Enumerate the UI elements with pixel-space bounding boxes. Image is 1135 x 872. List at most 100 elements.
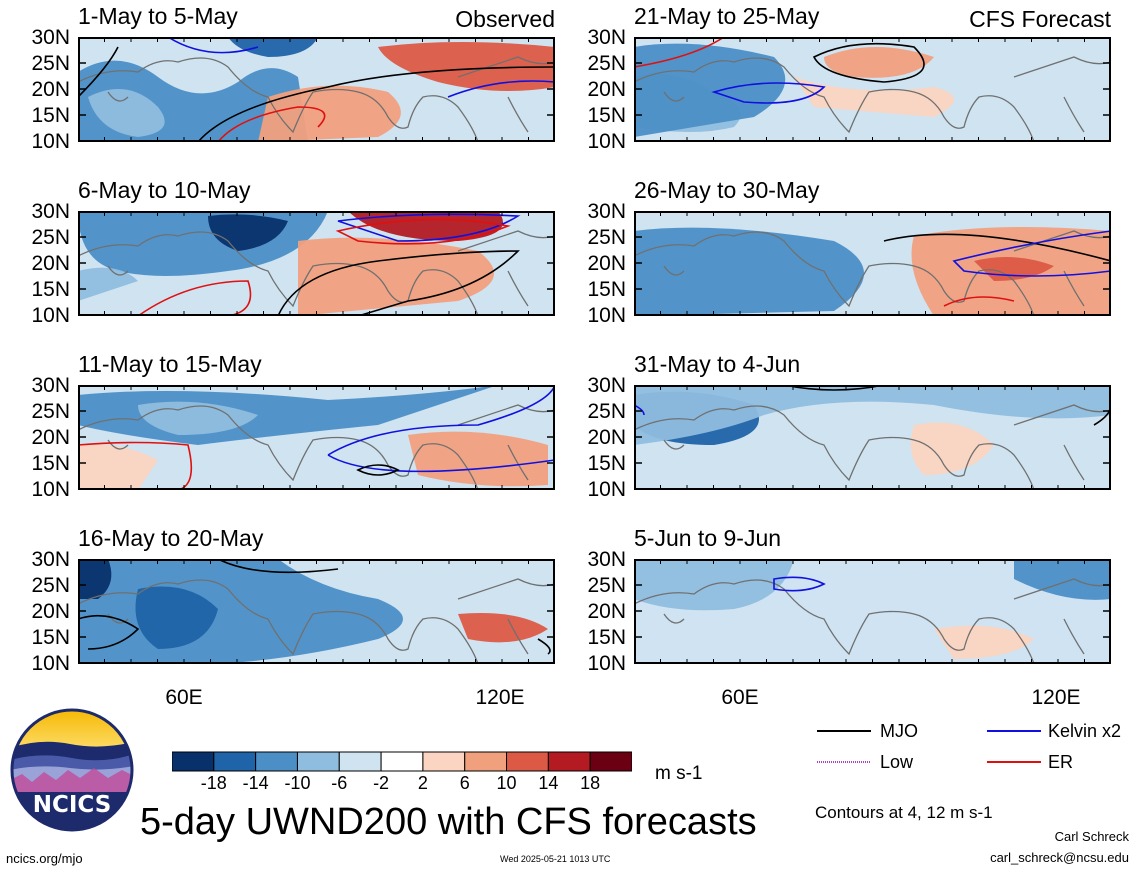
lat-label: 20N: [587, 600, 626, 623]
colorbar-swatch: [296, 751, 340, 772]
lat-label: 20N: [31, 600, 70, 623]
wind-anomaly-shading: [78, 559, 112, 599]
colorbar-swatch: [338, 751, 382, 772]
colorbar-swatch: [380, 751, 424, 772]
lat-label: 20N: [31, 252, 70, 275]
legend-mjo-label: MJO: [880, 721, 918, 741]
lat-label: 25N: [587, 226, 626, 249]
wind-anomaly-shading: [634, 227, 864, 316]
colorbar-swatch: [589, 751, 632, 772]
wind-anomaly-shading: [258, 85, 401, 142]
panel-title: 21-May to 25-May: [634, 3, 820, 29]
contour-line: [137, 280, 252, 316]
coastline: [78, 56, 555, 142]
wind-anomaly-shading: [135, 586, 218, 649]
lon-label-60e-left: 60E: [165, 686, 203, 709]
colorbar-units: m s-1: [655, 763, 703, 784]
lat-label: 30N: [587, 548, 626, 571]
panel-title: 16-May to 20-May: [78, 525, 264, 551]
lat-label: 25N: [31, 400, 70, 423]
contour-line: [711, 82, 826, 104]
timestamp: Wed 2025-05-21 1013 UTC: [500, 854, 611, 864]
map-panel: [78, 37, 555, 142]
lat-label: 10N: [31, 478, 70, 501]
author-name: Carl Schreck: [1054, 829, 1129, 844]
logo-text: NCICS: [32, 792, 112, 818]
contour-line: [217, 559, 339, 574]
panel-title: 1-May to 5-May: [78, 3, 238, 29]
wind-anomaly-shading: [378, 42, 555, 91]
legend-low-label: Low: [880, 752, 914, 772]
colorbar-tick-label: -2: [373, 773, 390, 793]
ncics-logo-icon: [10, 708, 134, 832]
site-link[interactable]: ncics.org/mjo: [6, 851, 83, 866]
coastline: [78, 404, 555, 490]
lat-label: 10N: [31, 652, 70, 675]
wind-anomaly-shading: [348, 211, 503, 241]
colorbar-swatch: [506, 751, 549, 772]
wind-anomaly-shading: [824, 47, 934, 78]
colorbar-tick-label: 10: [496, 773, 517, 793]
wind-anomaly-shading: [78, 267, 138, 301]
wind-anomaly-shading: [138, 401, 258, 435]
wind-anomaly-shading: [1014, 559, 1111, 600]
wind-anomaly-shading: [910, 422, 994, 475]
colorbar-swatch: [547, 751, 591, 772]
map-panel: [78, 385, 555, 490]
lat-label: 20N: [587, 78, 626, 101]
wind-anomaly-shading: [228, 37, 318, 57]
contour-line: [277, 250, 520, 316]
lat-label: 20N: [31, 426, 70, 449]
lat-label: 15N: [587, 626, 626, 649]
lat-label: 25N: [31, 574, 70, 597]
wind-anomaly-shading: [634, 385, 1111, 445]
colorbar-swatch: [422, 751, 466, 772]
contour-line: [78, 614, 140, 650]
lat-label: 10N: [587, 130, 626, 153]
lat-label: 15N: [31, 626, 70, 649]
lat-label: 15N: [587, 278, 626, 301]
lon-label-120e-left: 120E: [475, 686, 525, 709]
contour-line: [447, 80, 555, 98]
wind-anomaly-shading: [458, 613, 548, 643]
lat-label: 25N: [587, 400, 626, 423]
contour-line: [356, 464, 400, 476]
lat-label: 20N: [587, 252, 626, 275]
contour-legend: [817, 730, 1041, 763]
contour-line: [634, 37, 725, 68]
lat-label: 10N: [31, 304, 70, 327]
wind-anomaly-shading: [298, 237, 494, 316]
coastline: [634, 404, 1111, 490]
wind-anomaly-shading: [634, 43, 786, 137]
contour-line: [943, 296, 1015, 307]
lat-label: 10N: [587, 304, 626, 327]
colorbar-tick-label: -10: [284, 773, 311, 793]
contour-line: [337, 213, 521, 242]
coastline: [78, 230, 555, 316]
contour-line: [883, 233, 1111, 262]
lat-label: 15N: [31, 104, 70, 127]
map-panel: [78, 211, 555, 316]
colorbar-swatch: [172, 751, 215, 772]
author-email[interactable]: carl_schreck@ncsu.edu: [990, 850, 1129, 865]
wind-anomaly-shading: [794, 77, 954, 117]
lat-label: 25N: [31, 52, 70, 75]
lat-label: 25N: [587, 574, 626, 597]
lat-label: 20N: [587, 426, 626, 449]
map-panel: [634, 37, 1111, 142]
colorbar: [172, 751, 632, 772]
colorbar-tick-label: 2: [417, 773, 428, 793]
colorbar-tick-label: 14: [538, 773, 559, 793]
lon-label-60e-right: 60E: [721, 686, 759, 709]
colorbar-swatch: [464, 751, 508, 772]
contour-line: [952, 230, 1111, 277]
lat-label: 30N: [31, 548, 70, 571]
lat-label: 15N: [587, 452, 626, 475]
wind-anomaly-shading: [88, 89, 165, 137]
contour-line: [197, 66, 555, 142]
colorbar-tick-label: -18: [200, 773, 227, 793]
coastline: [634, 56, 1111, 142]
contour-line: [327, 454, 555, 473]
map-panel: [78, 559, 555, 664]
legend-kelvin-label: Kelvin x2: [1048, 721, 1122, 741]
